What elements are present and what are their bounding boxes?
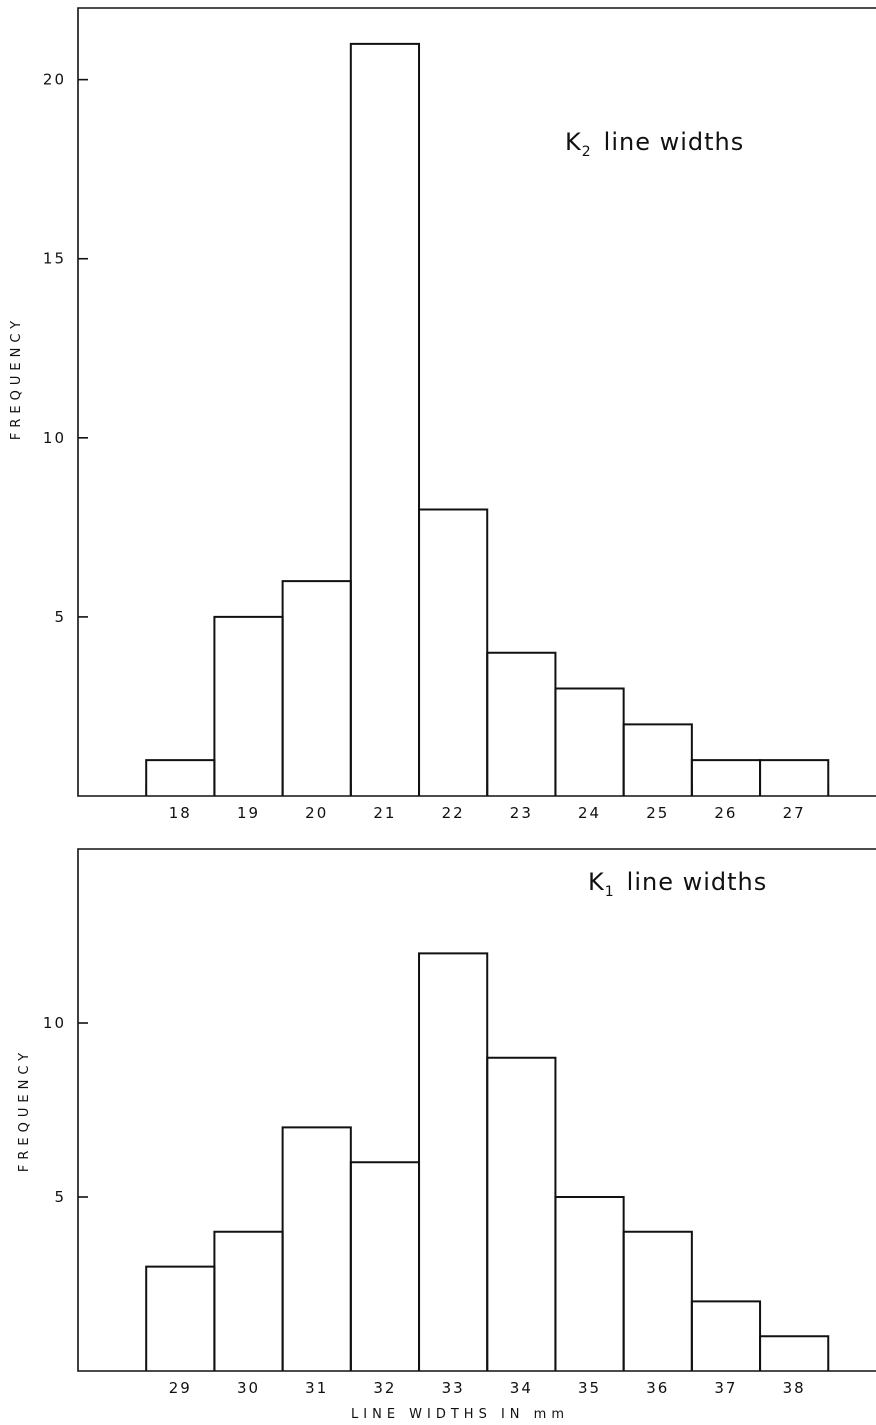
x-tick-label-31: 31 xyxy=(305,1379,328,1397)
y-tick-label-10: 10 xyxy=(43,1014,66,1032)
x-tick-label-32: 32 xyxy=(373,1379,396,1397)
histogram-bin-21 xyxy=(349,42,421,796)
x-tick-label-34: 34 xyxy=(510,1379,533,1397)
histogram-k2: 18 19 20 21 22 23 24 25 26 27 5 10 15 20 FREQUENCY K… xyxy=(9,7,876,822)
y-axis-title: FREQUENCY xyxy=(9,316,24,440)
histogram-bin-37 xyxy=(690,1300,762,1371)
annotation-k2-line-widths: K2 line widths xyxy=(565,128,744,160)
histogram-bin-18 xyxy=(145,759,216,796)
histogram-outline-group xyxy=(145,42,830,796)
x-axis-title: LINE WIDTHS IN mm xyxy=(351,1407,569,1422)
histogram-bin-36 xyxy=(622,1230,693,1371)
x-tick-label-18: 18 xyxy=(169,804,192,822)
x-tick-group: 29 30 31 32 33 34 35 36 37 38 xyxy=(145,1359,830,1397)
histogram-bin-27 xyxy=(759,759,830,796)
histogram-bin-38 xyxy=(759,1335,830,1371)
plot-frame xyxy=(77,848,876,1372)
y-tick-group: 5 10 xyxy=(43,1014,88,1206)
histogram-bin-33 xyxy=(418,952,489,1371)
y-tick-group: 5 10 15 20 xyxy=(43,71,88,626)
x-tick-label-37: 37 xyxy=(714,1379,737,1397)
histogram-bin-22 xyxy=(418,508,489,796)
histogram-k1: 29 30 31 32 33 34 35 36 37 38 5 10 FREQUENCY K1 lin… xyxy=(17,848,876,1422)
histogram-bin-19 xyxy=(213,615,284,796)
y-tick-label-5: 5 xyxy=(54,608,66,626)
x-tick-label-19: 19 xyxy=(237,804,260,822)
histogram-bin-20 xyxy=(281,580,352,796)
y-axis-title: FREQUENCY xyxy=(17,1048,32,1172)
x-tick-label-33: 33 xyxy=(442,1379,465,1397)
x-tick-label-27: 27 xyxy=(783,804,806,822)
x-tick-label-22: 22 xyxy=(442,804,465,822)
histogram-bin-29 xyxy=(145,1265,216,1371)
histogram-bin-35 xyxy=(554,1196,625,1371)
histogram-bin-34 xyxy=(486,1056,557,1371)
x-tick-label-21: 21 xyxy=(373,804,396,822)
x-tick-label-23: 23 xyxy=(510,804,533,822)
plot-frame xyxy=(77,7,876,797)
histogram-bin-31 xyxy=(281,1126,352,1371)
x-tick-label-20: 20 xyxy=(305,804,328,822)
x-tick-label-30: 30 xyxy=(237,1379,260,1397)
histogram-outline-group xyxy=(145,952,830,1371)
x-tick-label-35: 35 xyxy=(578,1379,601,1397)
x-tick-label-36: 36 xyxy=(646,1379,669,1397)
histogram-bin-26 xyxy=(690,759,762,796)
x-tick-label-24: 24 xyxy=(578,804,601,822)
histogram-bin-32 xyxy=(349,1161,421,1371)
x-tick-group: 18 19 20 21 22 23 24 25 26 27 xyxy=(145,784,830,822)
histogram-bin-30 xyxy=(213,1230,284,1371)
histogram-bin-23 xyxy=(486,651,557,796)
x-tick-label-29: 29 xyxy=(169,1379,192,1397)
y-tick-label-5: 5 xyxy=(54,1188,66,1206)
x-tick-label-38: 38 xyxy=(783,1379,806,1397)
y-tick-label-15: 15 xyxy=(43,250,66,268)
histogram-bin-24 xyxy=(554,687,625,796)
x-tick-label-26: 26 xyxy=(714,804,737,822)
y-tick-label-20: 20 xyxy=(43,71,66,89)
annotation-k1-line-widths: K1 line widths xyxy=(588,868,767,900)
histogram-bin-25 xyxy=(622,723,693,796)
x-tick-label-25: 25 xyxy=(646,804,669,822)
y-tick-label-10: 10 xyxy=(43,429,66,447)
